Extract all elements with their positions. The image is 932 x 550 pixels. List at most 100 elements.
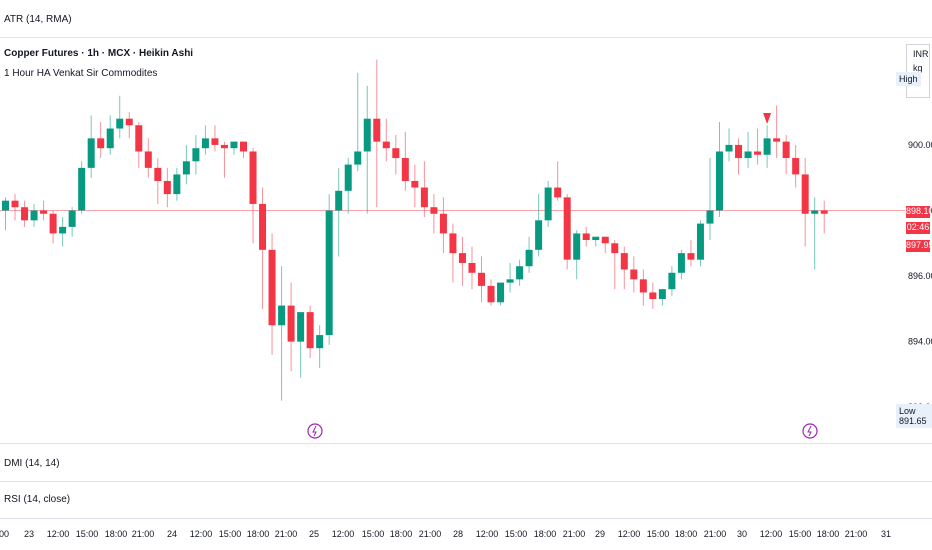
candle-body[interactable] — [554, 187, 562, 198]
candle-body[interactable] — [344, 164, 352, 191]
candle-body[interactable] — [382, 141, 390, 149]
scale-unit-box[interactable]: INR kg — [906, 44, 930, 98]
candle-body[interactable] — [40, 210, 48, 214]
candle-body[interactable] — [297, 312, 305, 342]
candle-body[interactable] — [449, 233, 457, 254]
candle-body[interactable] — [592, 236, 600, 240]
candle-body[interactable] — [240, 141, 247, 152]
candle-body[interactable] — [506, 279, 514, 283]
candle-body[interactable] — [544, 187, 552, 221]
candle-body[interactable] — [687, 253, 695, 260]
candle-body[interactable] — [135, 125, 143, 152]
candle-body[interactable] — [173, 174, 181, 195]
candle-body[interactable] — [249, 151, 257, 204]
candle-body[interactable] — [725, 144, 733, 152]
candle-body[interactable] — [439, 213, 447, 234]
candle-body[interactable] — [744, 151, 752, 159]
candle-body[interactable] — [116, 118, 124, 129]
pane-divider[interactable] — [0, 518, 932, 519]
candle-body[interactable] — [287, 305, 295, 342]
candle-body[interactable] — [59, 226, 67, 234]
candle-body[interactable] — [535, 220, 543, 250]
rsi-pane-label[interactable]: RSI (14, close) — [4, 494, 71, 505]
candle-body[interactable] — [373, 118, 381, 142]
candle-body[interactable] — [21, 207, 29, 221]
candle-body[interactable] — [792, 158, 800, 175]
candle-body[interactable] — [11, 200, 19, 208]
candle-body[interactable] — [125, 118, 133, 126]
candle-body[interactable] — [773, 138, 781, 142]
candle-body[interactable] — [230, 141, 238, 149]
candle-body[interactable] — [354, 151, 362, 165]
candle-body[interactable] — [401, 158, 409, 181]
candle-body[interactable] — [30, 210, 38, 221]
candle-body[interactable] — [716, 151, 723, 211]
candle-body[interactable] — [497, 282, 505, 303]
candle-body[interactable] — [801, 174, 809, 214]
candle-body[interactable] — [420, 187, 428, 208]
candle-body[interactable] — [154, 167, 162, 181]
dmi-pane-label[interactable]: DMI (14, 14) — [4, 458, 60, 469]
candle-body[interactable] — [411, 180, 419, 188]
pane-divider[interactable] — [0, 481, 932, 482]
earnings-event-icon[interactable] — [802, 423, 818, 439]
candle-body[interactable] — [182, 161, 190, 175]
candle-body[interactable] — [106, 128, 114, 149]
candle-body[interactable] — [658, 289, 666, 300]
atr-pane-label[interactable]: ATR (14, RMA) — [4, 14, 72, 25]
candle-body[interactable] — [478, 272, 485, 286]
candle-body[interactable] — [706, 210, 714, 224]
candle-body[interactable] — [649, 292, 657, 300]
candle-body[interactable] — [811, 210, 819, 214]
candle-body[interactable] — [468, 262, 476, 273]
candle-body[interactable] — [430, 207, 438, 214]
candle-body[interactable] — [163, 180, 171, 195]
candle-body[interactable] — [763, 138, 771, 155]
candle-body[interactable] — [582, 233, 590, 240]
candle-body[interactable] — [820, 210, 828, 214]
candle-body[interactable] — [611, 243, 619, 254]
candle-body[interactable] — [677, 253, 685, 273]
candle-body[interactable] — [68, 210, 76, 227]
candle-body[interactable] — [2, 200, 9, 211]
candle-body[interactable] — [278, 305, 286, 326]
candle-body[interactable] — [639, 279, 647, 293]
candle-body[interactable] — [516, 266, 524, 280]
candle-body[interactable] — [144, 151, 152, 168]
candle-body[interactable] — [487, 285, 495, 303]
y-axis[interactable]: 900.00898.00896.00894.00892.00 — [908, 140, 932, 412]
candle-body[interactable] — [525, 249, 533, 267]
pane-divider[interactable] — [0, 37, 932, 38]
candle-body[interactable] — [458, 253, 466, 263]
candle-body[interactable] — [563, 197, 571, 260]
candle-body[interactable] — [754, 151, 762, 155]
candle-body[interactable] — [259, 203, 267, 250]
candle-body[interactable] — [211, 138, 219, 145]
x-axis[interactable]: 00 23 12:00 15:00 18:00 21:00 24 12:00 15:00 18:0… — [0, 529, 891, 539]
candle-body[interactable] — [325, 210, 333, 336]
candle-body[interactable] — [87, 138, 95, 168]
dividend-event-icon[interactable] — [307, 423, 323, 439]
candle-body[interactable] — [316, 335, 324, 349]
candle-body[interactable] — [573, 233, 581, 260]
pane-divider[interactable] — [0, 443, 932, 444]
candle-body[interactable] — [782, 141, 790, 159]
candle-body[interactable] — [49, 213, 57, 234]
candle-body[interactable] — [268, 249, 276, 326]
sell-signal-marker[interactable] — [763, 113, 772, 124]
candle-body[interactable] — [620, 253, 628, 270]
candle-body[interactable] — [335, 190, 343, 211]
candle-body[interactable] — [392, 148, 400, 159]
candle-body[interactable] — [220, 144, 228, 149]
candle-body[interactable] — [192, 148, 200, 162]
candle-body[interactable] — [201, 138, 209, 149]
candle-body[interactable] — [78, 167, 86, 211]
candle-body[interactable] — [601, 236, 609, 244]
candle-body[interactable] — [306, 312, 314, 349]
candle-body[interactable] — [97, 138, 105, 149]
candle-body[interactable] — [735, 144, 743, 159]
candle-body[interactable] — [630, 269, 638, 280]
candle-body[interactable] — [696, 223, 704, 260]
candle-body[interactable] — [363, 118, 371, 152]
